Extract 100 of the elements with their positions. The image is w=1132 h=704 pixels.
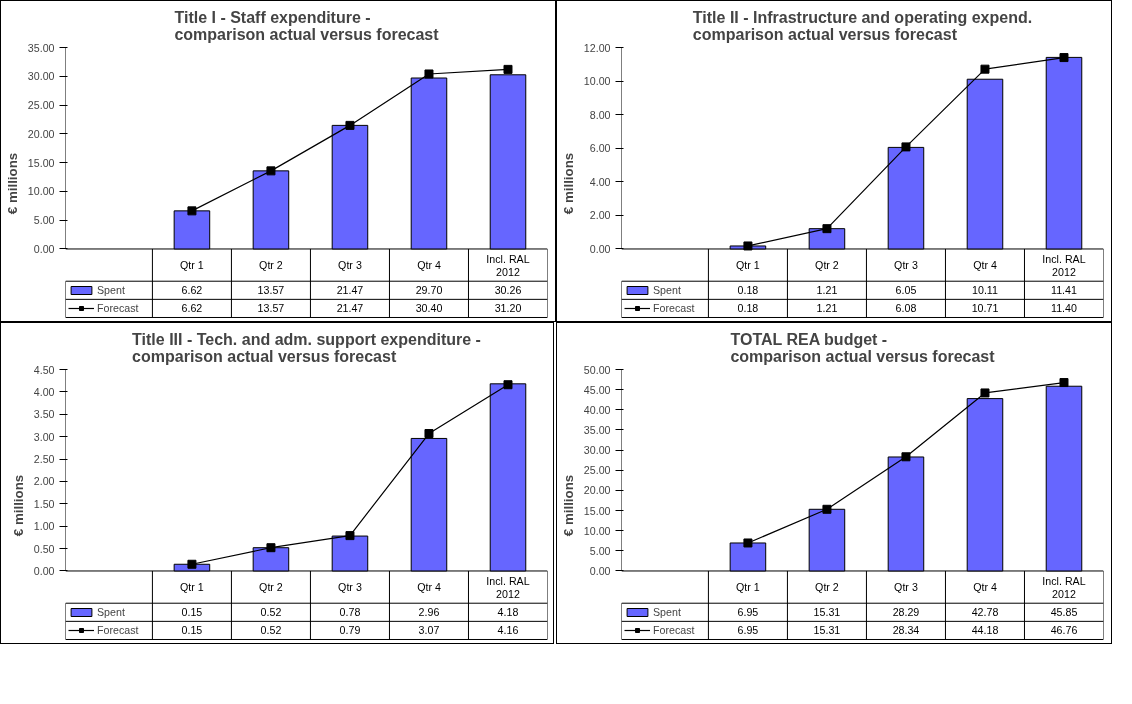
y-tick-label: 20.00 (27, 127, 55, 140)
x-tick-label: Qtr 4 (417, 581, 441, 594)
y-tick-label: 5.00 (589, 544, 611, 557)
data-label: 30.26 (494, 284, 522, 297)
data-label: 3.07 (418, 624, 440, 637)
x-tick-label: Qtr 4 (973, 581, 997, 594)
y-tick-label: 12.00 (583, 41, 611, 54)
y-tick-label: 45.00 (583, 383, 611, 396)
legend-label: Forecast (97, 301, 139, 316)
data-label: 0.18 (737, 302, 759, 315)
x-tick-label: Incl. RAL 2012 (486, 574, 530, 600)
legend-label: Forecast (97, 623, 139, 638)
data-label: 11.41 (1051, 284, 1077, 297)
y-tick-label: 50.00 (583, 363, 611, 376)
x-tick-label: Qtr 2 (259, 581, 283, 594)
data-label: 6.05 (895, 284, 917, 297)
legend-label: Spent (97, 605, 125, 620)
data-label: 0.79 (339, 624, 361, 637)
x-tick-label: Incl. RAL 2012 (486, 252, 530, 278)
data-label: 44.18 (971, 624, 999, 637)
y-tick-label: 10.00 (583, 524, 611, 537)
x-tick-label: Qtr 3 (894, 581, 918, 594)
y-tick-label: 2.00 (589, 209, 611, 222)
chart-title: Title II - Infrastructure and operating expend. comparison actual versus forecast (692, 8, 1033, 43)
y-tick-label: 15.00 (583, 504, 611, 517)
data-label: 0.52 (260, 606, 282, 619)
x-tick-label: Qtr 1 (180, 581, 204, 594)
y-tick-label: 0.00 (33, 564, 55, 577)
legend-label: Spent (653, 605, 681, 620)
x-tick-label: Qtr 4 (417, 259, 441, 272)
y-tick-label: 4.00 (589, 175, 611, 188)
data-label: 6.08 (895, 302, 917, 315)
data-label: 0.15 (181, 624, 203, 637)
data-label: 0.78 (339, 606, 361, 619)
y-tick-label: 2.50 (33, 453, 55, 466)
y-tick-label: 0.50 (33, 542, 55, 555)
data-label: 11.40 (1051, 302, 1077, 315)
data-label: 4.16 (497, 624, 519, 637)
x-tick-label: Qtr 2 (259, 259, 283, 272)
x-tick-label: Incl. RAL 2012 (1042, 252, 1086, 278)
data-label: 1.21 (816, 302, 838, 315)
data-label: 10.71 (971, 302, 999, 315)
y-tick-label: 3.00 (33, 430, 55, 443)
y-tick-label: 4.50 (33, 363, 55, 376)
x-tick-label: Qtr 3 (338, 259, 362, 272)
data-label: 46.76 (1050, 624, 1078, 637)
data-label: 6.62 (181, 284, 203, 297)
data-label: 6.62 (181, 302, 203, 315)
x-tick-label: Qtr 4 (973, 259, 997, 272)
data-label: 15.31 (813, 624, 841, 637)
y-tick-label: 2.00 (33, 475, 55, 488)
x-tick-label: Qtr 2 (815, 259, 839, 272)
legend-label: Spent (97, 283, 125, 298)
y-tick-label: 15.00 (27, 156, 55, 169)
data-label: 13.57 (257, 284, 285, 297)
y-tick-label: 3.50 (33, 408, 55, 421)
data-label: 2.96 (418, 606, 440, 619)
y-tick-label: 25.00 (583, 464, 611, 477)
data-label: 6.95 (737, 624, 759, 637)
x-tick-label: Qtr 1 (736, 581, 760, 594)
y-tick-label: 1.50 (33, 497, 55, 510)
y-axis-title: € millions (560, 474, 576, 537)
data-label: 0.52 (260, 624, 282, 637)
chart-title: Title III - Tech. and adm. support expenditure - comparison actual versus forecast (132, 330, 481, 365)
y-tick-label: 0.00 (33, 242, 55, 255)
data-label: 45.85 (1050, 606, 1078, 619)
chart-title: TOTAL REA budget - comparison actual versus forecast (730, 330, 996, 365)
legend-label: Forecast (653, 301, 695, 316)
x-tick-label: Qtr 1 (180, 259, 204, 272)
y-tick-label: 1.00 (33, 520, 55, 533)
x-tick-label: Qtr 2 (815, 581, 839, 594)
y-tick-label: 8.00 (589, 108, 611, 121)
data-label: 6.95 (737, 606, 759, 619)
y-tick-label: 0.00 (589, 564, 611, 577)
x-tick-label: Qtr 3 (338, 581, 362, 594)
y-tick-label: 40.00 (583, 403, 611, 416)
chart-title: Title I - Staff expenditure - comparison actual versus forecast (174, 8, 440, 43)
y-tick-label: 0.00 (589, 242, 611, 255)
data-label: 31.20 (494, 302, 522, 315)
y-axis-title: € millions (4, 152, 20, 215)
data-label: 4.18 (497, 606, 519, 619)
data-label: 28.34 (892, 624, 920, 637)
y-tick-label: 35.00 (583, 423, 611, 436)
data-label: 13.57 (257, 302, 285, 315)
legend-label: Spent (653, 283, 681, 298)
data-label: 29.70 (415, 284, 443, 297)
y-tick-label: 4.00 (33, 385, 55, 398)
data-label: 0.18 (737, 284, 759, 297)
y-tick-label: 35.00 (27, 41, 55, 54)
y-tick-label: 5.00 (33, 214, 55, 227)
y-tick-label: 10.00 (583, 75, 611, 88)
data-label: 10.11 (972, 284, 998, 297)
data-label: 28.29 (892, 606, 920, 619)
data-label: 0.15 (181, 606, 203, 619)
x-tick-label: Qtr 3 (894, 259, 918, 272)
data-label: 15.31 (813, 606, 841, 619)
y-tick-label: 25.00 (27, 99, 55, 112)
x-tick-label: Incl. RAL 2012 (1042, 574, 1086, 600)
y-tick-label: 10.00 (27, 185, 55, 198)
y-axis-title: € millions (560, 152, 576, 215)
